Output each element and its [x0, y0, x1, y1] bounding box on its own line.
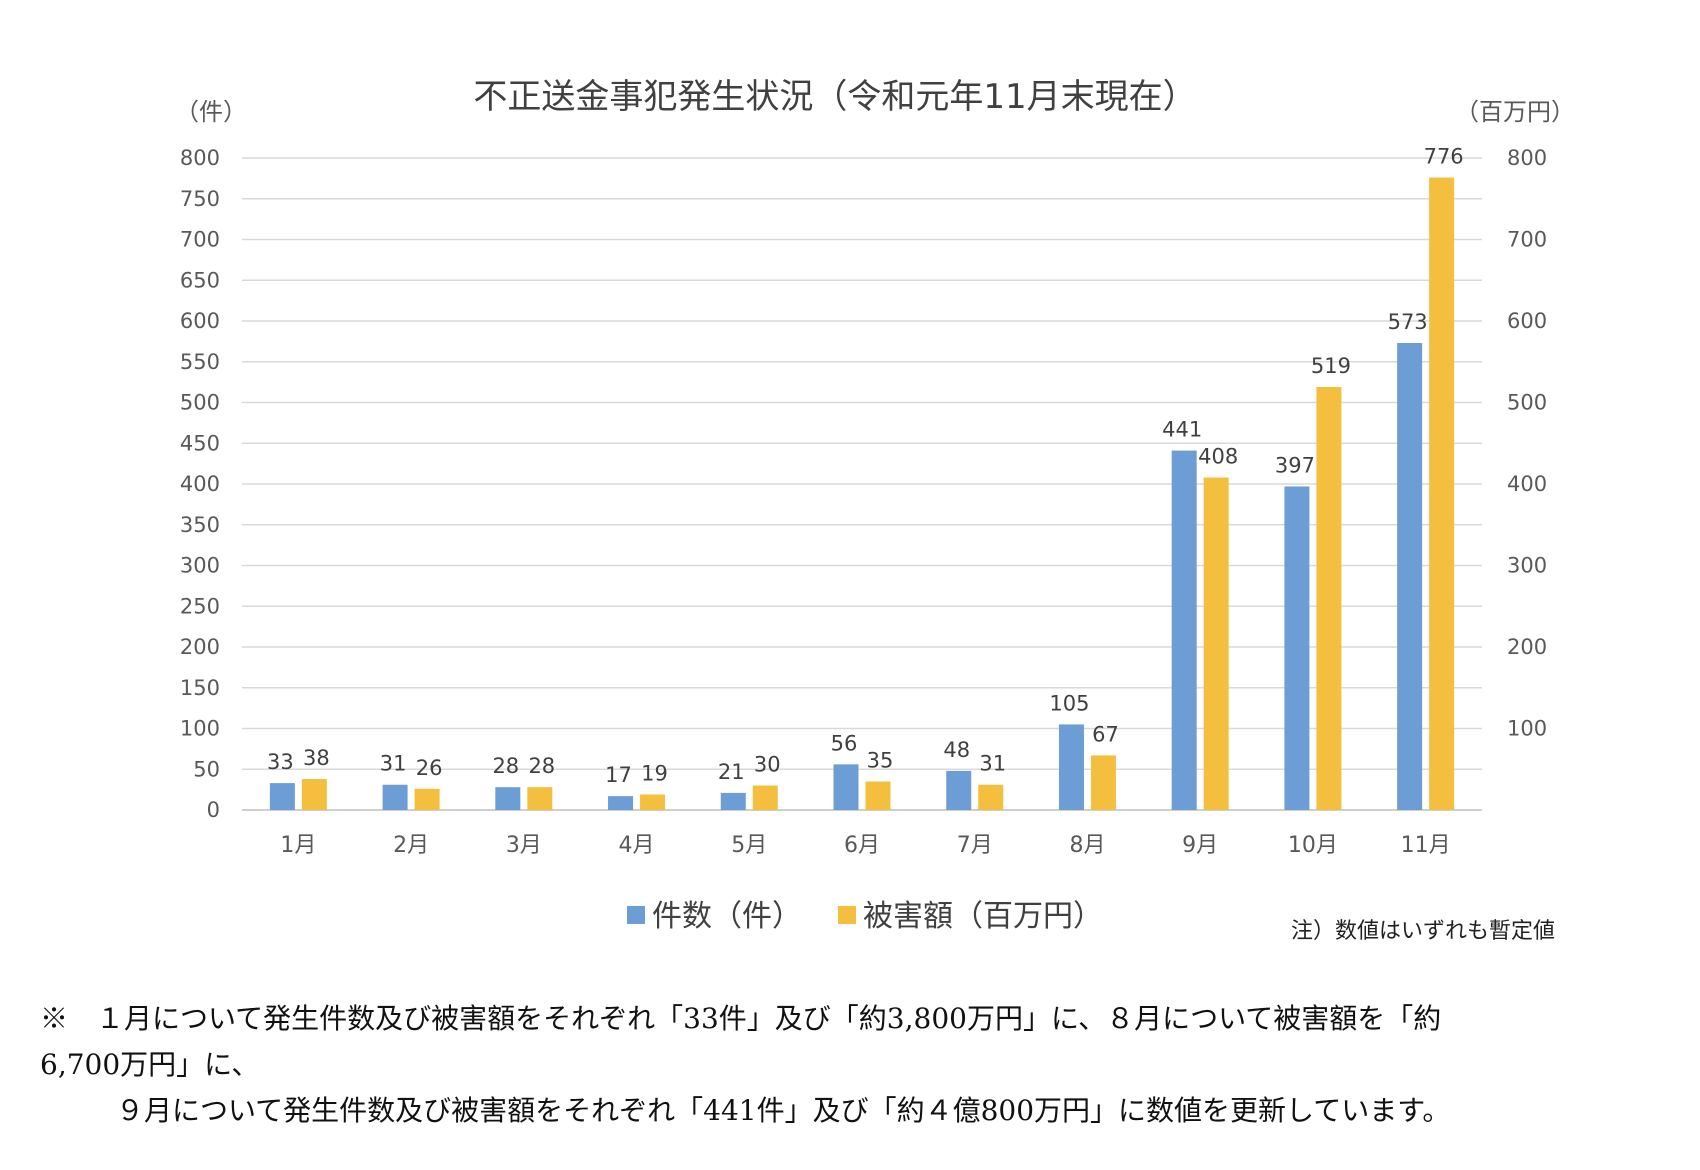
- bar-amount: [414, 788, 440, 810]
- bar-amount: [527, 787, 553, 810]
- data-label-amount: 28: [528, 754, 555, 778]
- category-label: 1月: [280, 833, 316, 858]
- y-right-tick-label: 600: [1507, 309, 1547, 333]
- footnote: ※ １月について発生件数及び被害額をそれぞれ「33件」及び「約3,800万円」に…: [40, 996, 1680, 1134]
- data-label-count: 56: [831, 731, 858, 755]
- footnote-line-1: ※ １月について発生件数及び被害額をそれぞれ「33件」及び「約3,800万円」に…: [40, 1002, 1442, 1035]
- y-left-tick-label: 100: [180, 717, 220, 741]
- bar-amount: [301, 779, 327, 810]
- y-right-tick-labels: 100 200 300 400 500 600 700 800: [1507, 146, 1547, 741]
- bar-count: [495, 787, 521, 810]
- data-label-count: 21: [718, 760, 745, 784]
- data-label-amount: 38: [303, 746, 330, 770]
- bar-count: [833, 764, 859, 810]
- y-left-tick-label: 350: [180, 513, 220, 537]
- category-label: 10月: [1288, 833, 1338, 858]
- y-left-tick-label: 650: [180, 268, 220, 292]
- data-label-amount: 776: [1424, 145, 1464, 169]
- y-right-tick-label: 400: [1507, 472, 1547, 496]
- data-label-count: 573: [1388, 310, 1428, 334]
- bar-count: [269, 783, 295, 810]
- category-label: 3月: [506, 833, 542, 858]
- data-label-amount: 519: [1311, 354, 1351, 378]
- y-left-tick-label: 800: [180, 146, 220, 170]
- chart-title: 不正送金事犯発生状況（令和元年11月末現在）: [473, 77, 1196, 117]
- data-label-count: 28: [492, 754, 519, 778]
- y-right-tick-label: 300: [1507, 554, 1547, 578]
- chart: 不正送金事犯発生状況（令和元年11月末現在） （件） （百万円） 0501001…: [175, 77, 1575, 944]
- data-label-amount: 31: [979, 752, 1006, 776]
- legend-swatch-amount: [838, 906, 856, 924]
- y-left-tick-label: 300: [180, 554, 220, 578]
- y-right-tick-label: 800: [1507, 146, 1547, 170]
- bar-amount: [1429, 177, 1455, 810]
- gridlines: [242, 157, 1482, 811]
- bar-count: [1397, 343, 1423, 810]
- data-label-count: 397: [1275, 453, 1315, 477]
- y-left-tick-label: 400: [180, 472, 220, 496]
- bar-amount: [752, 785, 778, 810]
- y-right-tick-label: 700: [1507, 228, 1547, 252]
- y-left-tick-label: 200: [180, 635, 220, 659]
- category-label: 6月: [844, 833, 880, 858]
- y-left-unit: （件）: [175, 98, 247, 126]
- y-left-tick-labels: 0 50 100 150 200 250 300 350 400 450 500 550 600 650 7…: [180, 146, 220, 822]
- y-left-tick-label: 550: [180, 350, 220, 374]
- bar-count: [720, 792, 746, 810]
- bar-amount: [1203, 477, 1229, 810]
- category-label: 4月: [619, 833, 655, 858]
- legend-label-amount: 被害額（百万円）: [863, 899, 1103, 934]
- y-left-tick-label: 700: [180, 228, 220, 252]
- footnote-line-2: 6,700万円」に、: [40, 1048, 260, 1081]
- y-left-tick-label: 500: [180, 391, 220, 415]
- data-label-count: 17: [605, 763, 632, 787]
- bar-count: [1284, 486, 1310, 810]
- chart-note: 注）数値はいずれも暫定値: [1291, 919, 1555, 944]
- y-left-tick-label: 750: [180, 187, 220, 211]
- bar-amount: [1316, 387, 1342, 810]
- y-right-unit: （百万円）: [1455, 98, 1575, 126]
- data-label-count: 31: [380, 752, 407, 776]
- data-label-amount: 35: [867, 748, 894, 772]
- data-label-count: 48: [943, 738, 970, 762]
- category-label: 7月: [957, 833, 993, 858]
- data-label-amount: 19: [641, 762, 668, 786]
- y-right-tick-label: 100: [1507, 717, 1547, 741]
- data-label-count: 441: [1162, 418, 1202, 442]
- category-labels: 1月 2月 3月 4月 5月 6月 7月 8月 9月 10月 11月: [280, 833, 1450, 858]
- footnote-line-3: ９月について発生件数及び被害額をそれぞれ「441件」及び「約４億800万円」に数…: [116, 1094, 1451, 1127]
- y-left-tick-label: 450: [180, 431, 220, 455]
- data-label-count: 105: [1049, 691, 1089, 715]
- category-label: 11月: [1401, 833, 1451, 858]
- category-label: 8月: [1069, 833, 1105, 858]
- data-label-amount: 408: [1198, 444, 1238, 468]
- bar-amount: [1090, 755, 1116, 810]
- y-left-tick-label: 150: [180, 676, 220, 700]
- bar-count: [1171, 450, 1197, 810]
- data-label-amount: 67: [1092, 722, 1119, 746]
- bar-amount: [865, 781, 891, 810]
- y-left-tick-label: 250: [180, 594, 220, 618]
- bar-count: [382, 784, 408, 810]
- bar-amount: [640, 794, 666, 810]
- y-right-tick-label: 500: [1507, 391, 1547, 415]
- y-left-tick-label: 50: [193, 757, 220, 781]
- data-label-amount: 26: [416, 756, 443, 780]
- bar-amount: [978, 784, 1004, 810]
- category-label: 2月: [393, 833, 429, 858]
- data-label-amount: 30: [754, 753, 781, 777]
- bar-count: [1058, 724, 1084, 810]
- bar-count: [608, 796, 634, 810]
- legend-swatch-count: [627, 906, 645, 924]
- y-right-tick-label: 200: [1507, 635, 1547, 659]
- category-label: 5月: [731, 833, 767, 858]
- category-label: 9月: [1182, 833, 1218, 858]
- legend-label-count: 件数（件）: [652, 899, 802, 934]
- bar-count: [946, 770, 972, 810]
- y-left-tick-label: 0: [207, 798, 220, 822]
- y-left-tick-label: 600: [180, 309, 220, 333]
- legend: 件数（件） 被害額（百万円）: [627, 899, 1103, 934]
- data-label-count: 33: [267, 750, 294, 774]
